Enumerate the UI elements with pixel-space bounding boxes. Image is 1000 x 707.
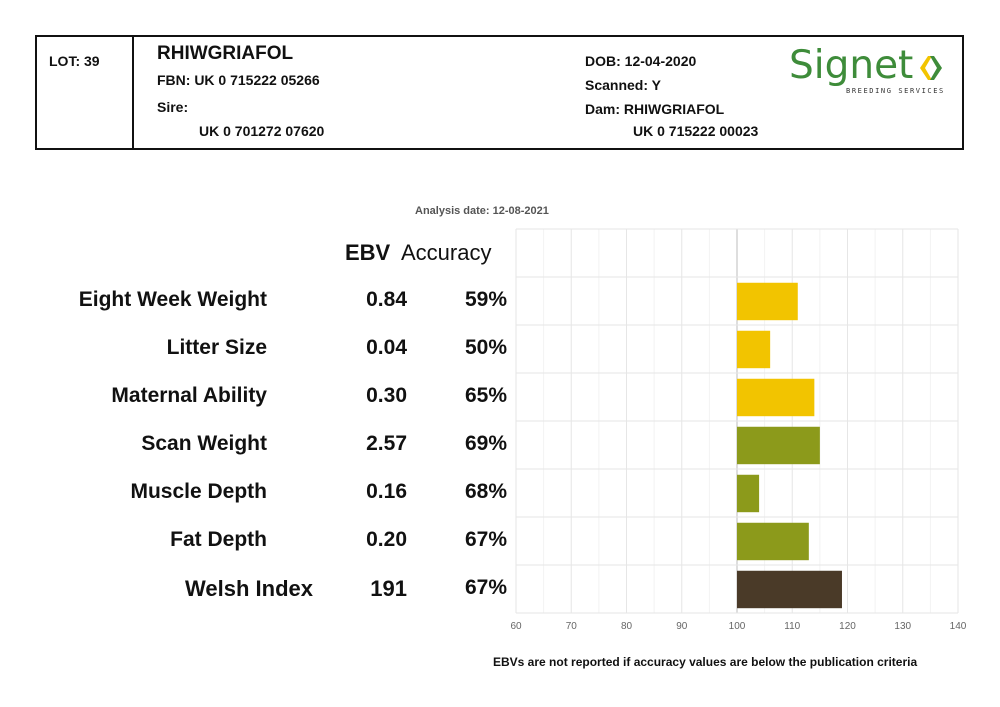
x-tick-label: 70: [566, 621, 578, 632]
dam-id: UK 0 715222 00023: [633, 123, 759, 139]
bar-litter-size: [737, 330, 771, 369]
dob: DOB: 12-04-2020: [585, 53, 697, 69]
animal-header: LOT: 39 RHIWGRIAFOL FBN: UK 0 715222 052…: [35, 35, 964, 150]
trait-label: Maternal Ability: [111, 384, 267, 407]
trait-label: Muscle Depth: [130, 480, 267, 503]
sire-id: UK 0 701272 07620: [199, 123, 325, 139]
analysis-date: Analysis date: 12-08-2021: [415, 205, 549, 217]
lot-number: LOT: 39: [49, 53, 100, 69]
accuracy-value: 68%: [464, 480, 507, 503]
signet-chevron-icon: [920, 56, 942, 80]
ebv-value: 191: [370, 576, 407, 601]
logo-subtitle: BREEDING SERVICES: [846, 87, 945, 95]
sire-label: Sire:: [157, 99, 189, 115]
animal-name: RHIWGRIAFOL: [157, 43, 294, 64]
lot-divider: [132, 37, 134, 148]
ebv-value: 0.16: [366, 480, 407, 503]
trait-label: Fat Depth: [170, 528, 267, 551]
dam-name: Dam: RHIWGRIAFOL: [585, 101, 725, 117]
fbn-number: FBN: UK 0 715222 05266: [157, 72, 320, 88]
accuracy-value: 59%: [464, 288, 507, 311]
x-tick-label: 60: [510, 621, 522, 632]
bar-maternal-ability: [737, 378, 815, 417]
bar-fat-depth: [737, 522, 809, 561]
trait-label: Litter Size: [166, 336, 267, 359]
accuracy-value: 69%: [464, 432, 507, 455]
ebv-column-header: EBV: [345, 240, 391, 265]
trait-label: Welsh Index: [185, 576, 313, 601]
logo-wordmark: Signet: [789, 43, 914, 88]
x-tick-label: 90: [676, 621, 688, 632]
footnote: EBVs are not reported if accuracy values…: [493, 655, 918, 669]
accuracy-value: 65%: [464, 384, 507, 407]
x-tick-label: 110: [784, 621, 800, 632]
accuracy-value: 67%: [464, 576, 507, 599]
trait-label: Scan Weight: [141, 432, 267, 455]
x-tick-label: 80: [621, 621, 633, 632]
ebv-value: 0.30: [366, 384, 407, 407]
ebv-value: 2.57: [366, 432, 407, 455]
x-tick-label: 120: [839, 621, 856, 632]
accuracy-column-header: Accuracy: [401, 240, 492, 265]
ebv-value: 0.20: [366, 528, 407, 551]
x-tick-label: 100: [729, 621, 746, 632]
accuracy-value: 50%: [464, 336, 507, 359]
signet-logo: Signet BREEDING SERVICES: [789, 43, 949, 101]
bar-muscle-depth: [737, 474, 760, 513]
ebv-bar-chart: 60 70 80 90 100 110 120 130 140: [510, 228, 967, 632]
scanned-status: Scanned: Y: [585, 77, 661, 93]
ebv-value: 0.04: [366, 336, 407, 359]
x-tick-label: 140: [950, 621, 967, 632]
bar-scan-weight: [737, 426, 820, 465]
ebv-value: 0.84: [366, 288, 407, 311]
bar-welsh-index: [737, 570, 842, 609]
x-tick-label: 130: [894, 621, 911, 632]
trait-label: Eight Week Weight: [78, 288, 267, 311]
bar-eight-week-weight: [737, 282, 798, 321]
accuracy-value: 67%: [464, 528, 507, 551]
